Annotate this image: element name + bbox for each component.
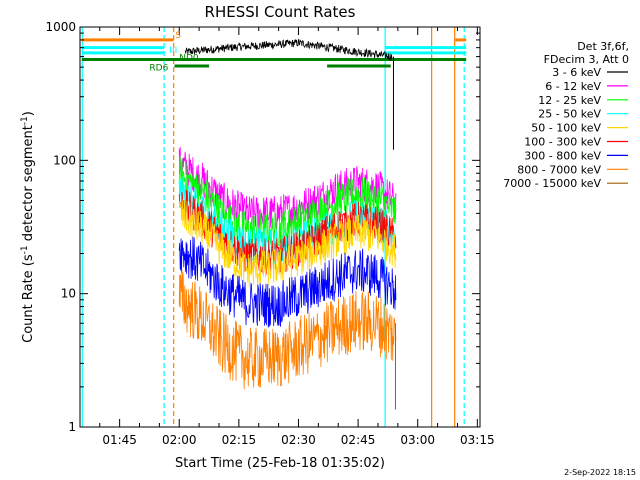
flag-annotation: RD6 [149,64,168,74]
series-line [178,269,397,390]
legend-label: 7000 - 15000 keV [503,177,601,190]
flag-annotation: S [175,31,181,41]
x-tick-label: 02:45 [341,433,376,447]
y-tick-label: 1000 [45,20,76,34]
y-tick-label: 100 [53,153,76,167]
flag-annotation: III [169,46,177,56]
legend-label: 100 - 300 keV [524,136,601,149]
legend-label: 12 - 25 keV [538,94,601,107]
series-line [178,199,397,288]
chart-title: RHESSI Count Rates [205,3,356,21]
legend-label: 3 - 6 keV [552,66,601,79]
legend-label: 50 - 100 keV [531,122,601,135]
x-tick-label: 02:15 [222,433,257,447]
x-tick-label: 03:00 [400,433,435,447]
legend-header: FDecim 3, Att 0 [544,53,629,66]
flag-annotation: ND0 [179,54,199,64]
plot-frame [79,26,481,428]
x-tick-label: 01:45 [102,433,137,447]
x-tick-label: 03:15 [460,433,495,447]
legend-header: Det 3f,6f, [577,40,629,53]
y-axis-label: Count Rate (s-1 detector segment-1) [20,111,36,343]
series-line [184,38,393,61]
legend-label: 6 - 12 keV [545,80,601,93]
series-line [178,236,397,328]
x-tick-label: 02:00 [162,433,197,447]
y-tick-label: 10 [61,287,76,301]
legend-label: 300 - 800 keV [524,149,601,162]
legend-label: 800 - 7000 keV [517,163,601,176]
x-tick-label: 02:30 [281,433,316,447]
y-tick-label: 1 [68,420,76,434]
x-axis-label: Start Time (25-Feb-18 01:35:02) [175,456,385,471]
timestamp-label: 2-Sep-2022 18:15 [564,468,636,477]
series-line [178,146,397,230]
legend-label: 25 - 50 keV [538,108,601,121]
